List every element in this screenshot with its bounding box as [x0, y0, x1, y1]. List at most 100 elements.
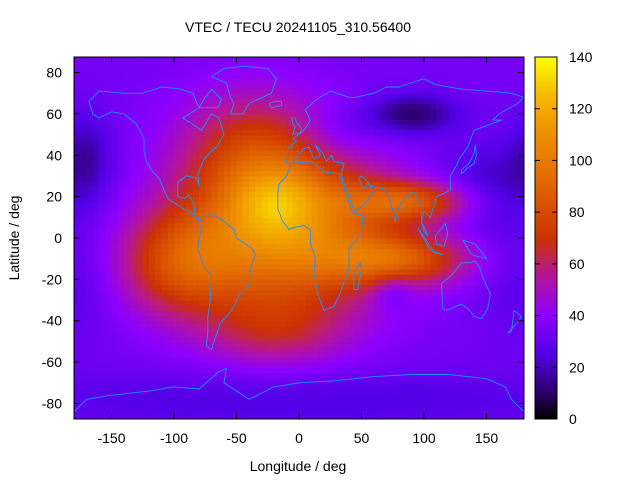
- heatmap-cell: [99, 408, 106, 415]
- heatmap-cell: [74, 108, 81, 115]
- heatmap-cell: [317, 305, 325, 311]
- heatmap-cell: [455, 300, 463, 306]
- heatmap-cell: [367, 377, 375, 384]
- heatmap-cell: [449, 134, 456, 141]
- heatmap-cell: [399, 274, 406, 280]
- heatmap-cell: [161, 144, 169, 151]
- heatmap-cell: [211, 310, 219, 317]
- heatmap-cell: [142, 367, 150, 374]
- heatmap-cell: [217, 408, 225, 415]
- heatmap-cell: [436, 248, 444, 255]
- heatmap-cell: [280, 351, 288, 358]
- heatmap-cell: [399, 113, 406, 120]
- heatmap-cell: [411, 62, 419, 68]
- heatmap-cell: [180, 269, 188, 275]
- chart-title: VTEC / TECU 20241105_310.56400: [185, 19, 411, 35]
- heatmap-cell: [124, 212, 131, 218]
- heatmap-cell: [417, 165, 425, 172]
- heatmap-cell: [255, 134, 263, 141]
- heatmap-cell: [499, 408, 506, 415]
- heatmap-cell: [111, 222, 119, 229]
- heatmap-cell: [492, 269, 500, 275]
- heatmap-cell: [280, 269, 288, 275]
- heatmap-cell: [349, 403, 356, 410]
- heatmap-cell: [86, 331, 94, 337]
- heatmap-cell: [224, 212, 231, 218]
- heatmap-cell: [261, 217, 269, 224]
- heatmap-cell: [149, 181, 156, 187]
- heatmap-cell: [117, 98, 125, 105]
- heatmap-cell: [242, 227, 250, 234]
- heatmap-cell: [355, 232, 363, 239]
- heatmap-cell: [174, 315, 181, 322]
- heatmap-cell: [161, 341, 169, 348]
- heatmap-cell: [324, 408, 331, 415]
- heatmap-cell: [199, 356, 206, 363]
- heatmap-cell: [136, 191, 144, 198]
- heatmap-cell: [361, 134, 369, 141]
- heatmap-cell: [186, 413, 194, 419]
- heatmap-cell: [442, 367, 450, 374]
- heatmap-cell: [267, 346, 275, 353]
- heatmap-cell: [324, 227, 331, 234]
- heatmap-cell: [430, 362, 438, 368]
- heatmap-cell: [224, 243, 231, 249]
- heatmap-cell: [174, 227, 181, 234]
- heatmap-cell: [374, 243, 381, 249]
- heatmap-cell: [292, 408, 300, 415]
- heatmap-cell: [361, 181, 369, 187]
- heatmap-cell: [124, 82, 131, 89]
- heatmap-cell: [511, 238, 519, 244]
- heatmap-cell: [286, 124, 294, 130]
- heatmap-cell: [474, 113, 481, 120]
- heatmap-cell: [349, 222, 356, 229]
- heatmap-cell: [224, 67, 231, 74]
- heatmap-cell: [205, 113, 213, 120]
- heatmap-cell: [130, 367, 138, 374]
- heatmap-cell: [442, 232, 450, 239]
- heatmap-cell: [299, 284, 306, 291]
- heatmap-cell: [117, 253, 125, 260]
- heatmap-cell: [86, 129, 94, 136]
- heatmap-cell: [130, 351, 138, 358]
- heatmap-cell: [142, 362, 150, 368]
- heatmap-cell: [199, 212, 206, 218]
- heatmap-cell: [261, 331, 269, 337]
- heatmap-cell: [336, 320, 344, 327]
- heatmap-cell: [205, 62, 213, 68]
- heatmap-cell: [149, 408, 156, 415]
- heatmap-cell: [180, 289, 188, 296]
- heatmap-cell: [111, 165, 119, 172]
- heatmap-cell: [205, 232, 213, 239]
- heatmap-cell: [205, 175, 213, 182]
- heatmap-cell: [74, 144, 81, 151]
- heatmap-cell: [311, 201, 319, 208]
- heatmap-cell: [242, 408, 250, 415]
- heatmap-cell: [92, 165, 100, 172]
- heatmap-cell: [261, 113, 269, 120]
- heatmap-cell: [105, 191, 113, 198]
- heatmap-cell: [355, 300, 363, 306]
- heatmap-cell: [411, 103, 419, 110]
- heatmap-cell: [280, 377, 288, 384]
- heatmap-cell: [330, 393, 338, 399]
- heatmap-cell: [436, 212, 444, 218]
- heatmap-cell: [286, 108, 294, 115]
- heatmap-cell: [474, 289, 481, 296]
- heatmap-cell: [92, 300, 100, 306]
- heatmap-cell: [267, 320, 275, 327]
- heatmap-cell: [192, 160, 200, 167]
- heatmap-cell: [299, 62, 306, 68]
- heatmap-cell: [105, 294, 113, 301]
- heatmap-cell: [374, 305, 381, 311]
- heatmap-cell: [417, 263, 425, 270]
- heatmap-cell: [149, 232, 156, 239]
- heatmap-cell: [405, 119, 413, 125]
- heatmap-cell: [399, 165, 406, 172]
- heatmap-cell: [336, 108, 344, 115]
- heatmap-cell: [361, 201, 369, 208]
- heatmap-cell: [317, 253, 325, 260]
- heatmap-cell: [280, 310, 288, 317]
- heatmap-cell: [117, 248, 125, 255]
- heatmap-cell: [449, 320, 456, 327]
